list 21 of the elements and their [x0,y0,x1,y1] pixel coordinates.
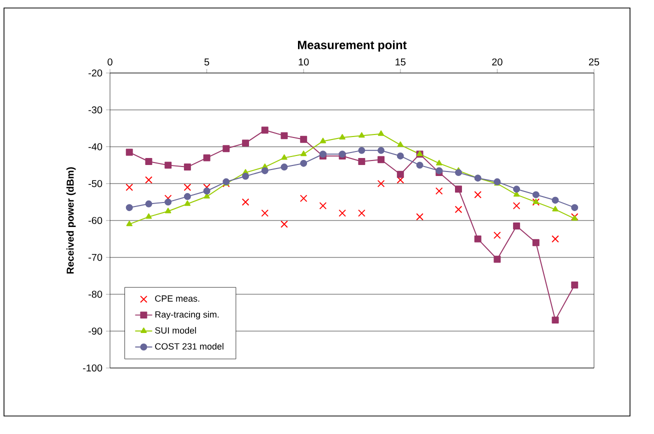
y-tick-label: -60 [88,216,102,224]
x-tick-label: 15 [396,58,406,66]
x-tick-label: 25 [588,58,600,66]
x-tick-label: 5 [204,58,210,66]
y-tick-label: -50 [88,180,102,188]
y-tick-label: -20 [88,69,102,77]
y-tick-label: -90 [88,328,102,335]
y-tick-label: -40 [88,143,102,150]
y-tick-label: -70 [88,254,102,261]
legend-label: CPE meas. [155,295,200,302]
x-tick-label: 20 [492,58,502,66]
legend-label: COST 231 model [155,342,224,350]
legend-label: SUI model [155,327,196,334]
x-axis-title: Measurement point [298,40,407,52]
x-tick-label: 0 [108,58,112,66]
x-tick-label: 10 [298,58,309,66]
legend-label: Ray-tracing sim. [155,311,219,320]
y-tick-label: -30 [88,106,102,114]
y-tick-label: -100 [82,364,102,372]
y-tick-label: -80 [88,290,102,298]
y-axis-title: Received power (dBm) [66,167,76,274]
